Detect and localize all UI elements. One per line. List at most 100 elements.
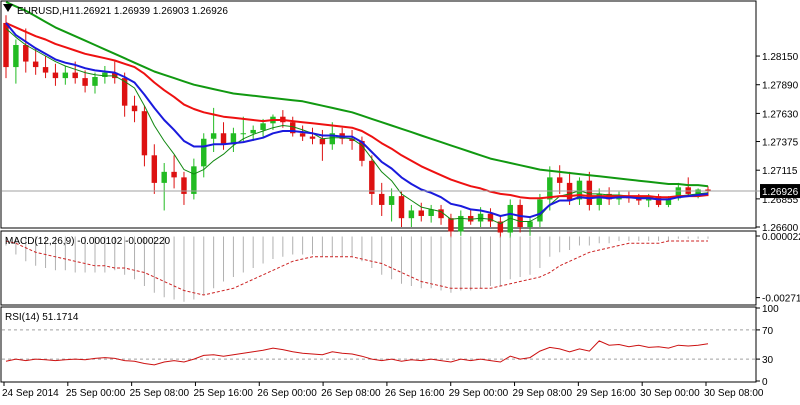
- current-price-label: 1.26926: [762, 187, 799, 198]
- rsi-panel-header: RSI(14) 51.1714: [5, 312, 79, 323]
- x-tick-label: 29 Sep 00:00: [449, 388, 509, 399]
- rsi-y-axis: 100 70 30 0: [756, 304, 779, 388]
- candle-body: [62, 72, 69, 79]
- price-panel: [0, 0, 757, 229]
- candle-body: [428, 209, 434, 216]
- macd-y-tick-label: -0.002717: [762, 294, 800, 305]
- candle-body: [586, 180, 593, 205]
- candle-body: [201, 138, 207, 167]
- candle-body: [497, 221, 504, 233]
- candle-body: [260, 123, 266, 130]
- price-y-tick-label: 1.26600: [762, 223, 799, 234]
- candle-body: [675, 187, 682, 199]
- candle-body: [636, 198, 642, 201]
- candle-body: [359, 140, 365, 161]
- current-price-badge: [760, 184, 800, 199]
- moving-averages: [5, 1, 709, 225]
- candle-body: [121, 78, 128, 106]
- macd-y-tick-label: 0.000022: [762, 232, 800, 243]
- candle-body: [408, 210, 415, 219]
- rsi-panel: [0, 306, 757, 383]
- x-tick-label: 25 Sep 08:00: [130, 388, 190, 399]
- price-y-tick-label: 1.26855: [762, 195, 799, 206]
- candle-body: [705, 189, 711, 191]
- rsi-y-tick-label: 100: [762, 304, 779, 315]
- candle-body: [329, 133, 336, 145]
- price-y-axis: 1.28150 1.27890 1.27630 1.27375 1.27115 1.268…: [756, 52, 799, 234]
- candle-body: [141, 111, 148, 156]
- candle-body: [92, 77, 98, 86]
- candle-body: [398, 196, 405, 219]
- candle-body: [309, 136, 316, 139]
- candle-body: [191, 166, 197, 194]
- candle-body: [388, 196, 395, 205]
- x-tick-label: 26 Sep 16:00: [385, 388, 445, 399]
- macd-panel: [0, 230, 757, 306]
- candle-body: [52, 72, 59, 79]
- candle-body: [665, 198, 672, 205]
- candle-body: [240, 133, 247, 135]
- rsi-line: [5, 340, 709, 366]
- x-tick-label: 25 Sep 00:00: [66, 388, 126, 399]
- time-axis: 24 Sep 2014 25 Sep 00:00 25 Sep 08:00 25 Se…: [2, 382, 764, 399]
- candle-body: [418, 210, 424, 216]
- price-y-tick-label: 1.27375: [762, 138, 799, 149]
- candle-body: [32, 61, 39, 68]
- x-tick-label: 30 Sep 00:00: [640, 388, 700, 399]
- candle-body: [72, 72, 78, 79]
- candle-body: [171, 171, 177, 178]
- x-tick-label: 29 Sep 16:00: [576, 388, 636, 399]
- candle-body: [527, 221, 533, 227]
- candle-body: [477, 213, 484, 222]
- candle-body: [161, 171, 167, 183]
- candle-body: [537, 199, 543, 222]
- price-panel-header-ohlc: 1.26921 1.26939 1.26903 1.26926: [75, 6, 228, 17]
- candle-body: [349, 138, 355, 141]
- candle-body: [547, 177, 553, 200]
- candle-body: [299, 133, 306, 137]
- candle-body: [487, 213, 494, 222]
- candle-body: [369, 160, 375, 194]
- candle-body: [319, 138, 326, 145]
- rsi-levels: [2, 329, 760, 360]
- candle-body: [181, 177, 187, 194]
- candle-body: [378, 193, 385, 205]
- macd-signal-polyline: [5, 240, 708, 296]
- candle-body: [13, 45, 19, 68]
- macd-y-axis: 0.000022 -0.002717: [756, 232, 800, 305]
- candle-body: [250, 129, 256, 134]
- candle-body: [210, 133, 217, 139]
- sma-fast-line: [5, 28, 709, 225]
- macd-histogram: [5, 236, 709, 302]
- candle-body: [82, 78, 88, 86]
- panel-frames: [0, 0, 757, 383]
- ema-blue-line: [5, 22, 709, 219]
- price-panel-header-symbol: EURUSD,H1: [17, 6, 75, 17]
- rsi-polyline: [5, 340, 709, 366]
- sma-green-line: [5, 1, 709, 188]
- price-y-tick-label: 1.27890: [762, 81, 799, 92]
- candle-body: [3, 22, 9, 68]
- candle-body: [112, 72, 118, 79]
- x-tick-label: 25 Sep 16:00: [193, 388, 253, 399]
- candle-body: [290, 122, 296, 134]
- price-y-tick-label: 1.27630: [762, 109, 799, 120]
- macd-panel-header: MACD(12,26,9) -0.000102 -0.000220: [5, 236, 171, 247]
- candle-body: [23, 45, 29, 62]
- candle-body: [458, 215, 464, 232]
- candle-body: [151, 155, 158, 183]
- candle-body: [230, 133, 237, 145]
- price-y-tick-label: 1.28150: [762, 52, 799, 63]
- x-tick-label: 30 Sep 08:00: [704, 388, 764, 399]
- candle-body: [467, 215, 474, 222]
- candle-body: [695, 189, 701, 194]
- candle-body: [448, 218, 454, 232]
- price-y-tick-label: 1.27115: [762, 166, 798, 177]
- ema-red-line: [5, 22, 709, 200]
- chart-corner-triangle-icon: [3, 4, 13, 12]
- candle-body: [220, 133, 227, 145]
- candle-body: [102, 72, 108, 77]
- rsi-y-tick-label: 70: [762, 326, 774, 337]
